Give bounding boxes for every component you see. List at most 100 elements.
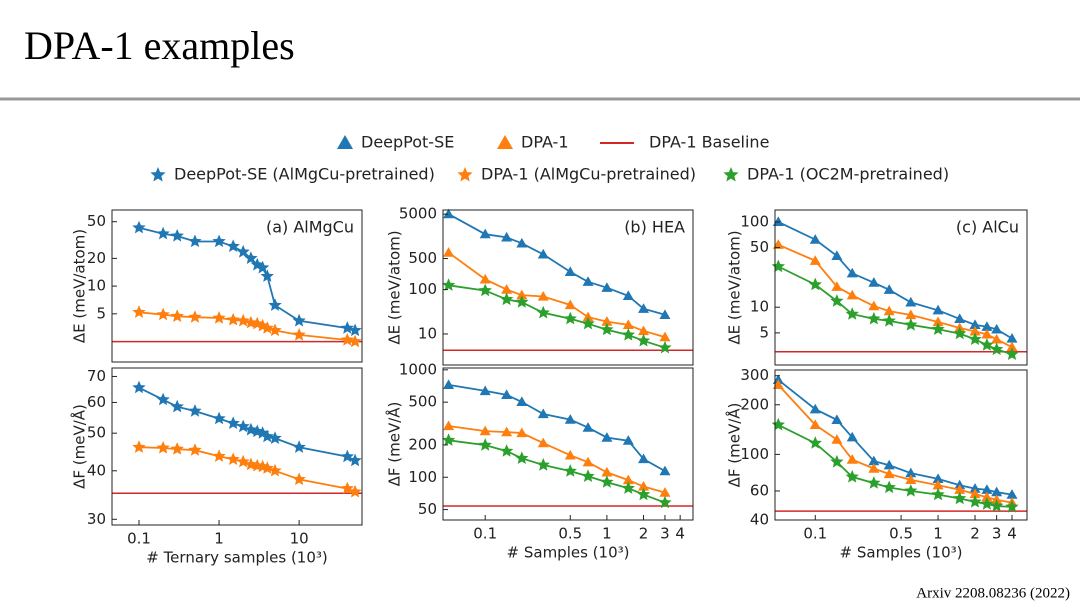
- data-point: [244, 315, 258, 329]
- y-axis-label: ΔE (meV/atom): [386, 230, 404, 344]
- plot-frame: [442, 209, 694, 366]
- data-point: [244, 251, 258, 264]
- legend-marker: [457, 167, 473, 182]
- data-point: [226, 239, 240, 252]
- data-point: [931, 487, 945, 501]
- data-point: [830, 454, 844, 468]
- data-point: [516, 289, 528, 300]
- data-point: [882, 313, 896, 327]
- data-point: [991, 494, 1003, 504]
- y-tick-label: 60: [87, 393, 106, 411]
- data-point: [932, 479, 944, 490]
- data-point: [954, 313, 966, 323]
- data-point: [188, 234, 202, 248]
- data-point: [443, 247, 455, 257]
- data-point: [772, 374, 784, 385]
- data-point: [831, 250, 843, 260]
- y-tick-label: 10: [87, 277, 106, 295]
- data-point: [256, 318, 270, 332]
- data-point: [980, 338, 994, 351]
- data-point: [516, 237, 528, 248]
- data-point: [867, 311, 881, 325]
- data-point: [658, 340, 672, 354]
- data-point: [808, 436, 822, 449]
- data-point: [931, 322, 945, 335]
- data-point: [883, 305, 895, 316]
- series-line: [138, 311, 356, 343]
- data-point: [772, 379, 784, 390]
- data-point: [582, 311, 594, 322]
- data-point: [883, 284, 895, 294]
- data-point: [515, 451, 529, 464]
- data-point: [846, 267, 858, 278]
- data-point: [260, 321, 274, 334]
- panel-title: (b) HEA: [624, 218, 685, 237]
- data-point: [516, 427, 528, 438]
- data-point: [564, 449, 576, 460]
- data-point: [515, 295, 529, 308]
- data-point: [658, 495, 672, 509]
- data-point: [188, 404, 202, 417]
- data-point: [969, 483, 981, 493]
- data-point: [582, 276, 594, 286]
- y-tick-label: 100: [740, 445, 769, 463]
- data-point: [268, 323, 282, 337]
- data-point: [212, 311, 226, 324]
- data-point: [348, 484, 362, 498]
- y-axis-label: ΔE (meV/atom): [726, 230, 744, 344]
- data-point: [348, 323, 362, 337]
- data-point: [969, 325, 981, 336]
- data-point: [236, 313, 250, 327]
- x-tick-label: 0.5: [889, 525, 913, 543]
- data-point: [340, 481, 354, 495]
- data-point: [601, 282, 613, 292]
- data-point: [1005, 499, 1019, 513]
- data-point: [443, 208, 455, 219]
- y-axis-label: ΔF (meV/Å): [70, 404, 89, 489]
- data-point: [292, 313, 306, 327]
- data-point: [348, 334, 362, 348]
- data-point: [771, 259, 785, 273]
- data-point: [601, 432, 613, 442]
- data-point: [868, 463, 880, 473]
- legend-label: DPA-1: [521, 133, 569, 152]
- panel-title: (c) AlCu: [956, 218, 1019, 237]
- data-point: [260, 429, 274, 443]
- data-point: [621, 481, 635, 494]
- legend-marker: [723, 167, 739, 182]
- data-point: [905, 467, 917, 478]
- data-point: [212, 234, 226, 248]
- legend-marker: [497, 135, 513, 149]
- data-point: [170, 442, 184, 455]
- y-tick-label: 40: [87, 461, 106, 479]
- y-tick-label: 5: [96, 304, 106, 322]
- data-point: [292, 327, 306, 341]
- data-point: [905, 474, 917, 485]
- series-line: [138, 386, 356, 462]
- y-tick-label: 5: [759, 323, 769, 341]
- data-point: [772, 216, 784, 227]
- data-point: [501, 231, 513, 242]
- x-tick-label: 1: [933, 525, 943, 543]
- data-point: [845, 307, 859, 320]
- data-point: [564, 414, 576, 424]
- data-point: [969, 488, 981, 499]
- y-tick-label: 200: [408, 435, 437, 453]
- data-point: [132, 380, 146, 394]
- data-point: [563, 464, 577, 477]
- y-axis-label: ΔE (meV/atom): [71, 229, 89, 343]
- data-point: [883, 459, 895, 470]
- data-point: [188, 443, 202, 456]
- data-point: [932, 473, 944, 484]
- x-tick-label: 3: [992, 525, 1002, 543]
- data-point: [260, 461, 274, 474]
- data-point: [516, 396, 528, 407]
- data-point: [981, 321, 993, 331]
- data-point: [1005, 347, 1019, 360]
- data-point: [236, 244, 250, 258]
- data-point: [981, 491, 993, 502]
- y-axis-label: ΔF (meV/Å): [725, 403, 744, 488]
- data-point: [479, 228, 491, 239]
- data-point: [659, 309, 671, 319]
